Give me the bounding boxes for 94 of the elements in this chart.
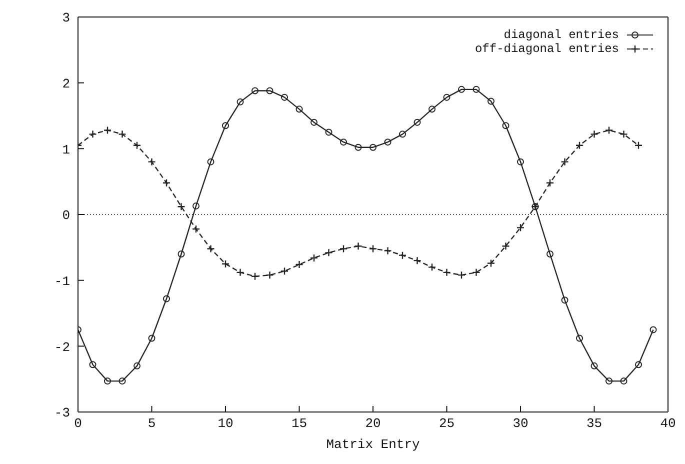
point	[561, 296, 568, 304]
point	[635, 361, 642, 368]
point	[236, 98, 244, 106]
y-tick-label: -2	[54, 340, 70, 355]
y-tick-label: -3	[54, 406, 70, 421]
point	[222, 122, 229, 130]
point	[252, 87, 258, 94]
point	[546, 178, 554, 187]
point	[266, 87, 274, 94]
y-tick-label: -1	[54, 274, 70, 289]
x-tick-label: 5	[148, 416, 156, 432]
point	[576, 334, 583, 342]
point	[472, 86, 480, 93]
point	[517, 158, 524, 166]
point	[590, 362, 598, 370]
point	[502, 122, 510, 130]
point	[132, 141, 142, 150]
point	[442, 268, 451, 277]
point	[370, 144, 376, 151]
point	[590, 130, 598, 138]
point	[472, 268, 480, 277]
point	[178, 250, 185, 258]
point	[281, 94, 288, 101]
point	[606, 378, 612, 385]
x-tick-label: 20	[365, 416, 381, 432]
point	[148, 158, 156, 166]
point	[236, 268, 244, 277]
point	[428, 106, 436, 113]
point	[368, 244, 378, 253]
point	[162, 178, 171, 187]
point	[414, 118, 421, 126]
point	[486, 259, 496, 268]
point	[134, 362, 140, 370]
point	[384, 246, 392, 255]
point	[177, 202, 186, 211]
point	[207, 158, 214, 166]
point	[296, 106, 303, 113]
x-tick-label: 10	[218, 416, 234, 432]
point	[148, 334, 156, 342]
point	[89, 361, 96, 368]
x-tick-label: 30	[512, 416, 528, 432]
x-tick-label: 35	[586, 416, 602, 432]
point	[575, 141, 584, 150]
point	[546, 250, 554, 258]
point	[340, 138, 347, 146]
point	[620, 130, 628, 138]
point	[620, 378, 628, 385]
point	[604, 126, 614, 134]
point	[488, 98, 494, 105]
x-tick-label: 15	[291, 416, 308, 432]
y-tick-label: 1	[62, 142, 70, 158]
x-axis-title: Matrix Entry	[326, 437, 420, 452]
point	[354, 242, 362, 250]
point	[310, 118, 318, 126]
point	[458, 86, 465, 93]
point	[118, 378, 126, 385]
point	[560, 158, 569, 166]
point	[221, 260, 230, 268]
x-tick-label: 0	[74, 416, 82, 432]
y-tick-label: 0	[62, 208, 70, 224]
point	[280, 267, 289, 276]
point	[398, 251, 407, 260]
point	[384, 138, 392, 146]
point	[325, 128, 332, 136]
point	[324, 248, 333, 257]
point	[428, 263, 436, 272]
point	[88, 130, 97, 138]
point	[103, 126, 112, 134]
legend-label: off-diagonal entries	[474, 42, 619, 56]
point	[206, 244, 215, 253]
point	[516, 224, 525, 232]
legend-label: diagonal entries	[504, 28, 619, 42]
point	[118, 130, 126, 138]
point	[192, 202, 200, 210]
point	[295, 260, 304, 269]
point	[310, 254, 318, 262]
point	[266, 270, 274, 280]
point	[339, 244, 348, 253]
point	[650, 326, 657, 334]
y-tick-label: 3	[62, 10, 70, 26]
point	[443, 94, 450, 101]
y-tick-label: 2	[62, 76, 70, 92]
point	[413, 256, 422, 265]
point	[354, 144, 362, 151]
point	[502, 242, 510, 250]
point	[457, 270, 466, 280]
point	[634, 141, 643, 150]
point	[163, 295, 170, 302]
point	[250, 272, 260, 280]
x-tick-label: 40	[660, 416, 676, 432]
point	[399, 130, 406, 138]
x-tick-label: 25	[438, 416, 455, 432]
point	[192, 224, 200, 234]
point	[104, 378, 111, 385]
